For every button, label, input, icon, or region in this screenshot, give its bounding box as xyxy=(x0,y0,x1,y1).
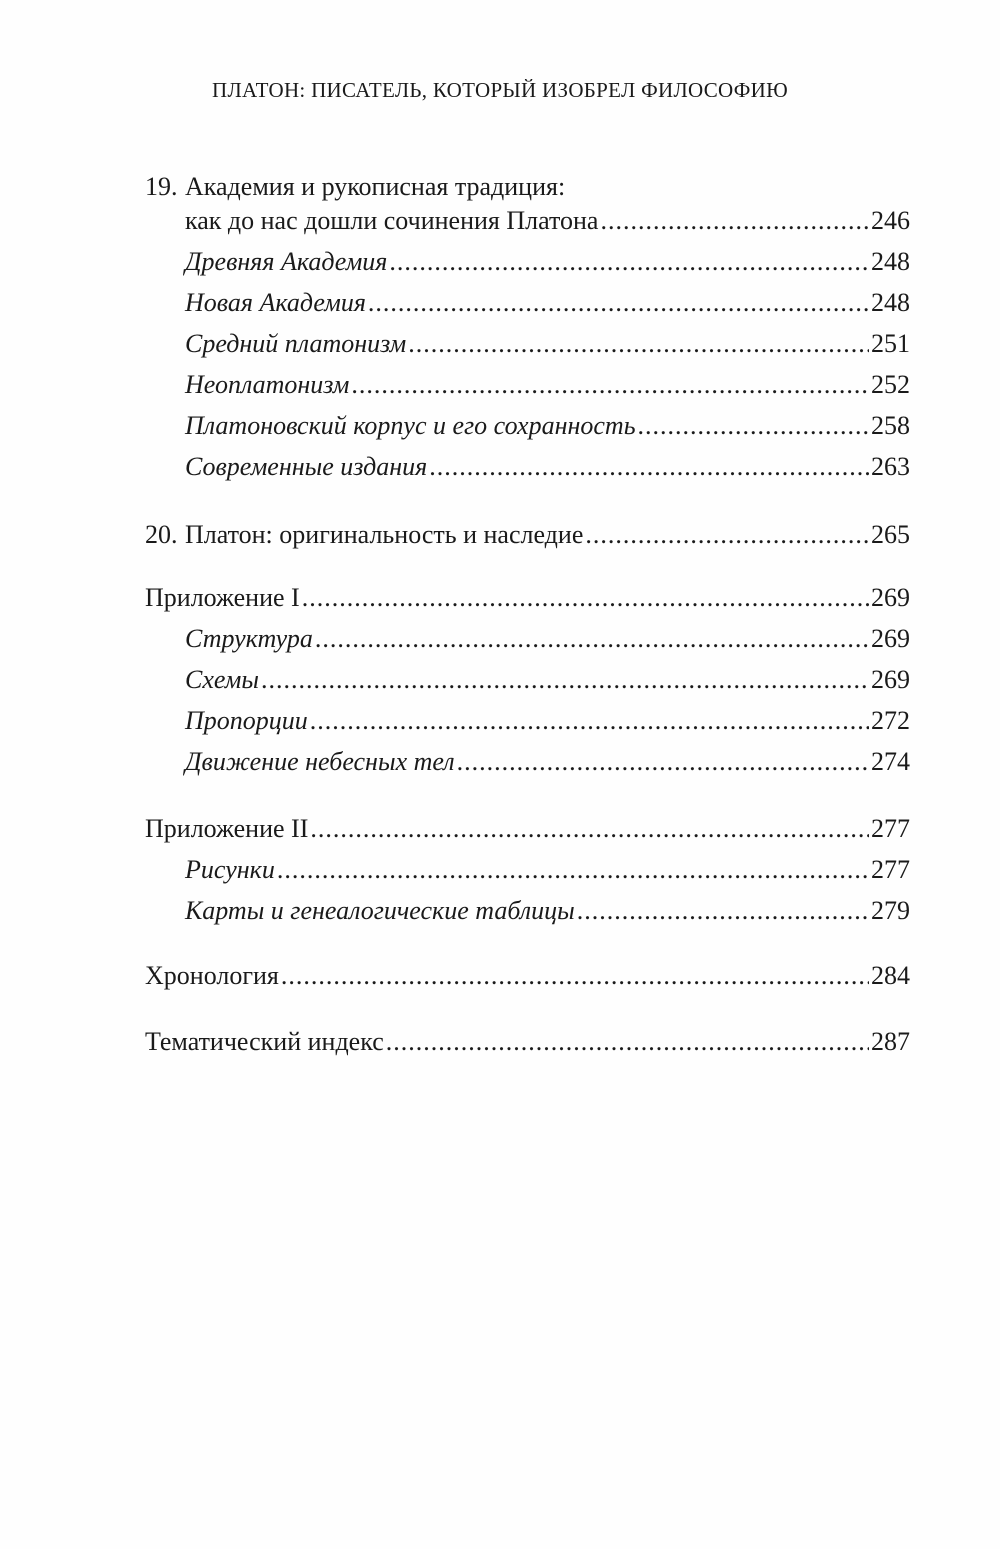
toc-section[interactable]: Платоновский корпус и его сохранность 258 xyxy=(185,411,910,445)
appendix-title: Приложение II xyxy=(145,814,309,843)
page-number: 248 xyxy=(871,288,910,317)
toc-section[interactable]: Неоплатонизм 252 xyxy=(185,370,910,404)
dot-leader xyxy=(600,206,869,236)
chapter-number: 19. xyxy=(145,172,178,201)
toc-section[interactable]: Движение небесных тел 274 xyxy=(185,747,910,781)
section-title: Пропорции xyxy=(185,706,308,735)
chapter-title: Академия и рукописная традиция: xyxy=(185,172,566,201)
toc-section[interactable]: Средний платонизм 251 xyxy=(185,329,910,363)
toc-section[interactable]: Рисунки 277 xyxy=(185,855,910,889)
section-title: Современные издания xyxy=(185,452,428,481)
running-header: ПЛАТОН: ПИСАТЕЛЬ, КОТОРЫЙ ИЗОБРЕЛ ФИЛОСО… xyxy=(212,78,788,102)
dot-leader xyxy=(389,247,869,277)
dot-leader xyxy=(310,814,869,844)
section-title: Новая Академия xyxy=(185,288,366,317)
page-number: 269 xyxy=(871,624,910,653)
toc-appendix-1[interactable]: Приложение I 269 xyxy=(145,583,910,617)
page-number: 287 xyxy=(871,1027,910,1056)
dot-leader xyxy=(408,329,869,359)
page-number: 265 xyxy=(871,520,910,549)
section-title: Структура xyxy=(185,624,313,653)
section-title: Средний платонизм xyxy=(185,329,407,358)
page-number: 251 xyxy=(871,329,910,358)
section-title: Схемы xyxy=(185,665,259,694)
chapter-title-cont: как до нас дошли сочинения Платона xyxy=(185,206,599,235)
toc-appendix-2[interactable]: Приложение II 277 xyxy=(145,814,910,848)
toc-chapter-19-title[interactable]: 19. Академия и рукописная традиция: xyxy=(145,172,910,206)
toc-section[interactable]: Структура 269 xyxy=(185,624,910,658)
appendix-title: Приложение I xyxy=(145,583,300,612)
dot-leader xyxy=(577,896,869,926)
entry-title: Хронология xyxy=(145,961,279,990)
toc-section[interactable]: Древняя Академия 248 xyxy=(185,247,910,281)
page-number: 269 xyxy=(871,665,910,694)
dot-leader xyxy=(457,747,869,777)
toc-section[interactable]: Карты и генеалогические таблицы 279 xyxy=(185,896,910,930)
page-number: 263 xyxy=(871,452,910,481)
page-number: 246 xyxy=(871,206,910,235)
toc-index[interactable]: Тематический индекс 287 xyxy=(145,1027,910,1061)
page-number: 277 xyxy=(871,814,910,843)
toc-chapter-20[interactable]: 20. Платон: оригинальность и наследие 26… xyxy=(145,520,910,554)
dot-leader xyxy=(261,665,869,695)
section-title: Неоплатонизм xyxy=(185,370,350,399)
dot-leader xyxy=(351,370,869,400)
chapter-number: 20. xyxy=(145,520,178,549)
dot-leader xyxy=(315,624,869,654)
page-number: 274 xyxy=(871,747,910,776)
toc-section[interactable]: Новая Академия 248 xyxy=(185,288,910,322)
dot-leader xyxy=(277,855,869,885)
page-number: 272 xyxy=(871,706,910,735)
dot-leader xyxy=(310,706,869,736)
dot-leader xyxy=(302,583,869,613)
toc-section[interactable]: Схемы 269 xyxy=(185,665,910,699)
toc-chapter-19-cont[interactable]: как до нас дошли сочинения Платона 246 xyxy=(185,206,910,240)
page-number: 277 xyxy=(871,855,910,884)
dot-leader xyxy=(585,520,869,550)
toc-chronology[interactable]: Хронология 284 xyxy=(145,961,910,995)
toc-section[interactable]: Современные издания 263 xyxy=(185,452,910,486)
toc-section[interactable]: Пропорции 272 xyxy=(185,706,910,740)
section-title: Движение небесных тел xyxy=(185,747,455,776)
section-title: Древняя Академия xyxy=(185,247,388,276)
entry-title: Тематический индекс xyxy=(145,1027,384,1056)
section-title: Карты и генеалогические таблицы xyxy=(185,896,575,925)
dot-leader xyxy=(368,288,869,318)
section-title: Платоновский корпус и его сохранность xyxy=(185,411,636,440)
page-number: 252 xyxy=(871,370,910,399)
page-number: 258 xyxy=(871,411,910,440)
chapter-title: Платон: оригинальность и наследие xyxy=(185,520,584,549)
section-title: Рисунки xyxy=(185,855,275,884)
dot-leader xyxy=(281,961,869,991)
page-number: 269 xyxy=(871,583,910,612)
page-number: 279 xyxy=(871,896,910,925)
dot-leader xyxy=(429,452,869,482)
page-number: 284 xyxy=(871,961,910,990)
dot-leader xyxy=(638,411,869,441)
dot-leader xyxy=(386,1027,869,1057)
page-number: 248 xyxy=(871,247,910,276)
